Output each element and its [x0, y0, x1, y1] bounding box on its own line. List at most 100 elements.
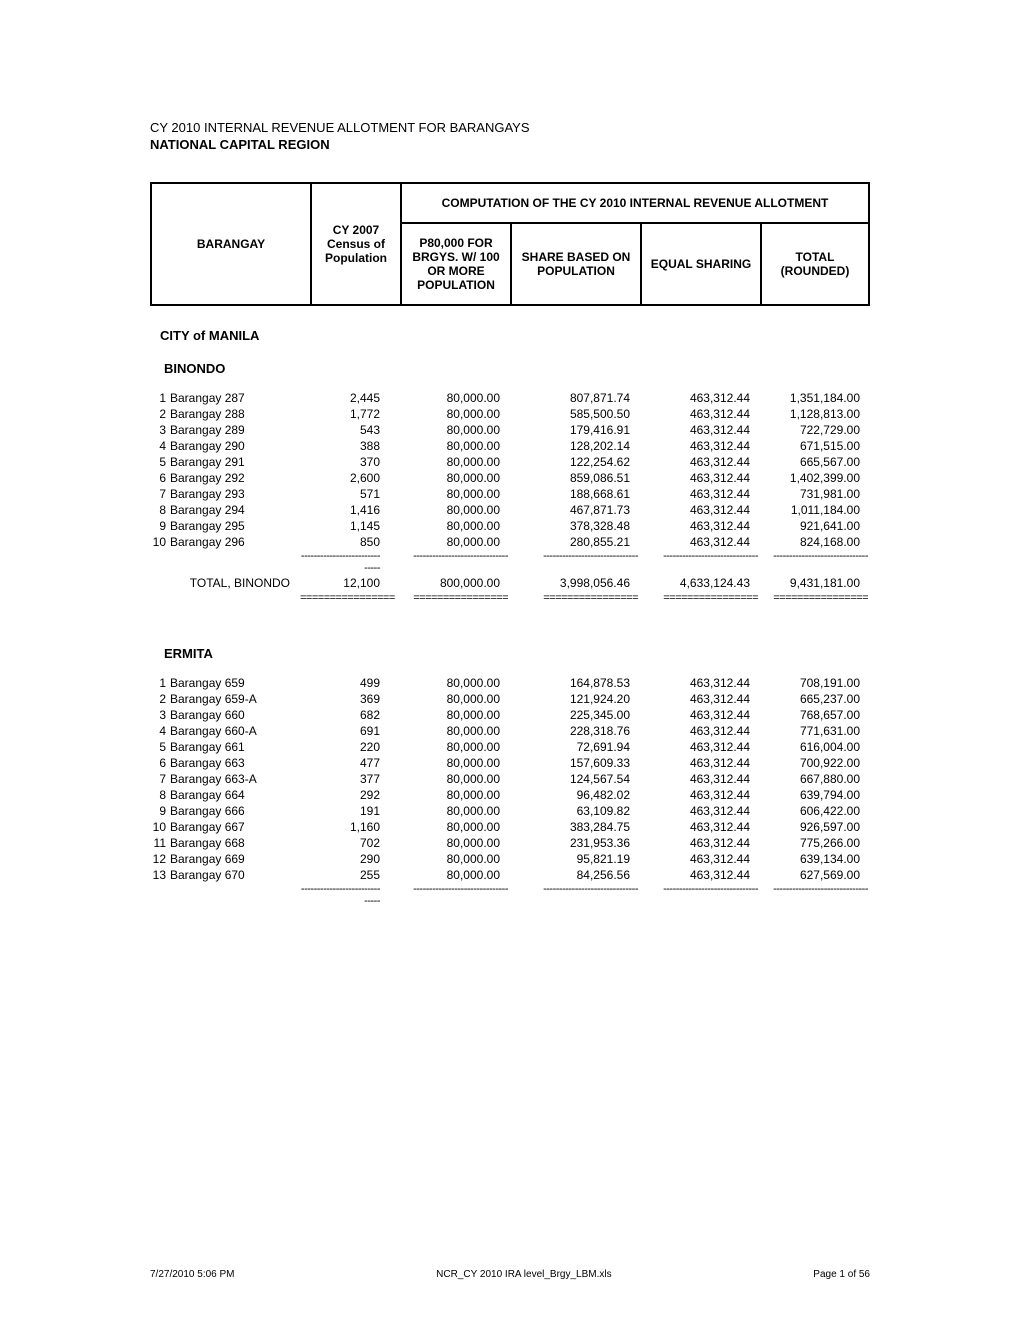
row-barangay: Barangay 663	[170, 756, 300, 770]
row-barangay: Barangay 288	[170, 407, 300, 421]
table-row: 6Barangay 66347780,000.00157,609.33463,3…	[150, 755, 870, 771]
row-equal: 463,312.44	[640, 820, 760, 834]
row-p80: 80,000.00	[400, 423, 510, 437]
district-title: BINONDO	[164, 361, 870, 376]
table-row: 2Barangay 2881,77280,000.00585,500.50463…	[150, 406, 870, 422]
total-share: 3,998,056.46	[510, 576, 640, 590]
row-equal: 463,312.44	[640, 852, 760, 866]
row-share: 231,953.36	[510, 836, 640, 850]
row-barangay: Barangay 659-A	[170, 692, 300, 706]
row-share: 383,284.75	[510, 820, 640, 834]
row-barangay: Barangay 669	[170, 852, 300, 866]
row-share: 179,416.91	[510, 423, 640, 437]
row-p80: 80,000.00	[400, 724, 510, 738]
row-total: 627,569.00	[760, 868, 870, 882]
row-index: 3	[150, 708, 170, 722]
row-p80: 80,000.00	[400, 676, 510, 690]
row-p80: 80,000.00	[400, 868, 510, 882]
col-header-equal: EQUAL SHARING	[642, 224, 762, 304]
col-header-computation: COMPUTATION OF THE CY 2010 INTERNAL REVE…	[402, 184, 868, 224]
row-share: 807,871.74	[510, 391, 640, 405]
total-label: TOTAL, BINONDO	[150, 576, 300, 590]
table-row: 4Barangay 660-A69180,000.00228,318.76463…	[150, 723, 870, 739]
row-index: 11	[150, 836, 170, 850]
row-p80: 80,000.00	[400, 820, 510, 834]
row-population: 702	[300, 836, 400, 850]
row-barangay: Barangay 660-A	[170, 724, 300, 738]
row-total: 926,597.00	[760, 820, 870, 834]
row-share: 122,254.62	[510, 455, 640, 469]
row-total: 768,657.00	[760, 708, 870, 722]
row-share: 378,328.48	[510, 519, 640, 533]
row-barangay: Barangay 293	[170, 487, 300, 501]
separator-equal: ========================================…	[150, 592, 870, 604]
row-population: 388	[300, 439, 400, 453]
row-equal: 463,312.44	[640, 503, 760, 517]
row-barangay: Barangay 290	[170, 439, 300, 453]
row-total: 921,641.00	[760, 519, 870, 533]
row-share: 188,668.61	[510, 487, 640, 501]
row-p80: 80,000.00	[400, 692, 510, 706]
row-index: 2	[150, 407, 170, 421]
table-row: 2Barangay 659-A36980,000.00121,924.20463…	[150, 691, 870, 707]
table-row: 12Barangay 66929080,000.0095,821.19463,3…	[150, 851, 870, 867]
document-subtitle: NATIONAL CAPITAL REGION	[150, 137, 870, 152]
row-population: 1,145	[300, 519, 400, 533]
row-p80: 80,000.00	[400, 535, 510, 549]
row-equal: 463,312.44	[640, 423, 760, 437]
row-p80: 80,000.00	[400, 391, 510, 405]
row-share: 84,256.56	[510, 868, 640, 882]
table-row: 13Barangay 67025580,000.0084,256.56463,3…	[150, 867, 870, 883]
row-share: 585,500.50	[510, 407, 640, 421]
table-row: 1Barangay 2872,44580,000.00807,871.74463…	[150, 390, 870, 406]
row-equal: 463,312.44	[640, 471, 760, 485]
row-index: 10	[150, 820, 170, 834]
row-equal: 463,312.44	[640, 836, 760, 850]
row-population: 2,445	[300, 391, 400, 405]
row-share: 128,202.14	[510, 439, 640, 453]
row-p80: 80,000.00	[400, 772, 510, 786]
table-row: 11Barangay 66870280,000.00231,953.36463,…	[150, 835, 870, 851]
footer-timestamp: 7/27/2010 5:06 PM	[150, 1269, 235, 1280]
row-p80: 80,000.00	[400, 756, 510, 770]
row-total: 1,351,184.00	[760, 391, 870, 405]
row-population: 290	[300, 852, 400, 866]
row-index: 9	[150, 519, 170, 533]
table-row: 8Barangay 2941,41680,000.00467,871.73463…	[150, 502, 870, 518]
separator-dash: ----------------------------------------…	[150, 550, 870, 574]
table-row: 5Barangay 66122080,000.0072,691.94463,31…	[150, 739, 870, 755]
row-share: 467,871.73	[510, 503, 640, 517]
row-index: 7	[150, 487, 170, 501]
row-index: 6	[150, 471, 170, 485]
row-barangay: Barangay 292	[170, 471, 300, 485]
row-total: 708,191.00	[760, 676, 870, 690]
row-population: 255	[300, 868, 400, 882]
row-total: 665,567.00	[760, 455, 870, 469]
row-share: 95,821.19	[510, 852, 640, 866]
row-total: 639,794.00	[760, 788, 870, 802]
row-total: 722,729.00	[760, 423, 870, 437]
row-share: 859,086.51	[510, 471, 640, 485]
row-equal: 463,312.44	[640, 756, 760, 770]
table-row: 9Barangay 2951,14580,000.00378,328.48463…	[150, 518, 870, 534]
row-share: 96,482.02	[510, 788, 640, 802]
row-population: 220	[300, 740, 400, 754]
row-share: 72,691.94	[510, 740, 640, 754]
row-population: 369	[300, 692, 400, 706]
row-share: 280,855.21	[510, 535, 640, 549]
row-population: 1,416	[300, 503, 400, 517]
row-index: 5	[150, 455, 170, 469]
row-barangay: Barangay 666	[170, 804, 300, 818]
row-barangay: Barangay 664	[170, 788, 300, 802]
row-index: 3	[150, 423, 170, 437]
row-index: 2	[150, 692, 170, 706]
row-index: 4	[150, 439, 170, 453]
table-row: 4Barangay 29038880,000.00128,202.14463,3…	[150, 438, 870, 454]
row-share: 121,924.20	[510, 692, 640, 706]
header-table: BARANGAY CY 2007 Census of Population CO…	[150, 182, 870, 306]
row-p80: 80,000.00	[400, 439, 510, 453]
document-title: CY 2010 INTERNAL REVENUE ALLOTMENT FOR B…	[150, 120, 870, 135]
row-equal: 463,312.44	[640, 407, 760, 421]
row-barangay: Barangay 661	[170, 740, 300, 754]
row-total: 639,134.00	[760, 852, 870, 866]
